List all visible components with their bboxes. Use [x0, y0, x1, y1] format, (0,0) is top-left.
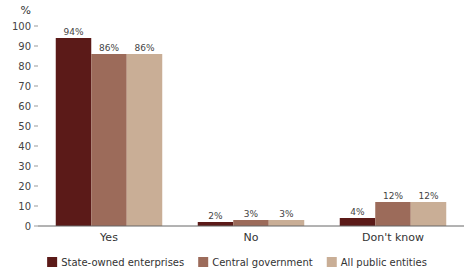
y-tick-label: 30: [18, 161, 31, 172]
legend-item: State-owned enterprises: [47, 257, 184, 268]
bar: [411, 202, 447, 226]
y-tick: [34, 126, 38, 127]
bar: [56, 38, 92, 226]
y-tick-label: 20: [18, 181, 31, 192]
y-tick-label: 50: [18, 121, 31, 132]
legend-label: Central government: [212, 257, 313, 268]
legend-swatch: [327, 257, 337, 267]
legend-item: Central government: [198, 257, 313, 268]
y-tick: [34, 226, 38, 227]
y-tick-label: 70: [18, 81, 31, 92]
y-tick: [34, 146, 38, 147]
legend-item: All public entities: [327, 257, 427, 268]
bar: [233, 220, 269, 226]
bar: [127, 54, 163, 226]
data-label: 86%: [134, 43, 154, 53]
bar: [91, 54, 127, 226]
y-tick: [34, 46, 38, 47]
y-tick-label: 10: [18, 201, 31, 212]
legend-label: All public entities: [341, 257, 427, 268]
y-tick: [34, 66, 38, 67]
y-tick-label: 100: [12, 21, 31, 32]
bar: [340, 218, 376, 226]
bar: [198, 222, 234, 226]
x-tick-label: Yes: [99, 231, 118, 244]
bars: [56, 38, 447, 226]
y-tick: [34, 86, 38, 87]
x-tick-label: Don't know: [362, 231, 424, 244]
x-axis: Yes No Don't know: [99, 231, 424, 244]
y-tick-label: 80: [18, 61, 31, 72]
y-tick: [34, 206, 38, 207]
legend: State-owned enterprises Central governmen…: [47, 257, 427, 268]
data-label: 4%: [350, 207, 365, 217]
bar: [269, 220, 305, 226]
y-tick: [34, 166, 38, 167]
x-tick-label: No: [244, 231, 259, 244]
y-tick-label: 0: [25, 221, 31, 232]
y-tick-label: 90: [18, 41, 31, 52]
data-label: 94%: [63, 27, 83, 37]
y-axis-label: %: [21, 4, 31, 17]
y-tick: [34, 186, 38, 187]
y-tick: [34, 26, 38, 27]
legend-swatch: [198, 257, 208, 267]
bar: [375, 202, 411, 226]
y-tick-label: 60: [18, 101, 31, 112]
data-label: 12%: [418, 191, 438, 201]
data-labels: 94% 2% 4% 86% 3% 12% 86% 3% 12%: [63, 27, 438, 221]
data-label: 12%: [383, 191, 403, 201]
data-label: 3%: [279, 209, 294, 219]
x-axis-line: [38, 226, 464, 227]
chart: 0 10 20 30 40 50 60 70 80 90 100% 94% 2% 4% 86% 3% 12% 86…: [0, 0, 474, 280]
data-label: 2%: [208, 211, 223, 221]
data-label: 86%: [99, 43, 119, 53]
y-axis: 0 10 20 30 40 50 60 70 80 90 100: [12, 21, 38, 232]
y-tick: [34, 106, 38, 107]
legend-label: State-owned enterprises: [61, 257, 184, 268]
data-label: 3%: [244, 209, 259, 219]
legend-swatch: [47, 257, 57, 267]
y-tick-label: 40: [18, 141, 31, 152]
